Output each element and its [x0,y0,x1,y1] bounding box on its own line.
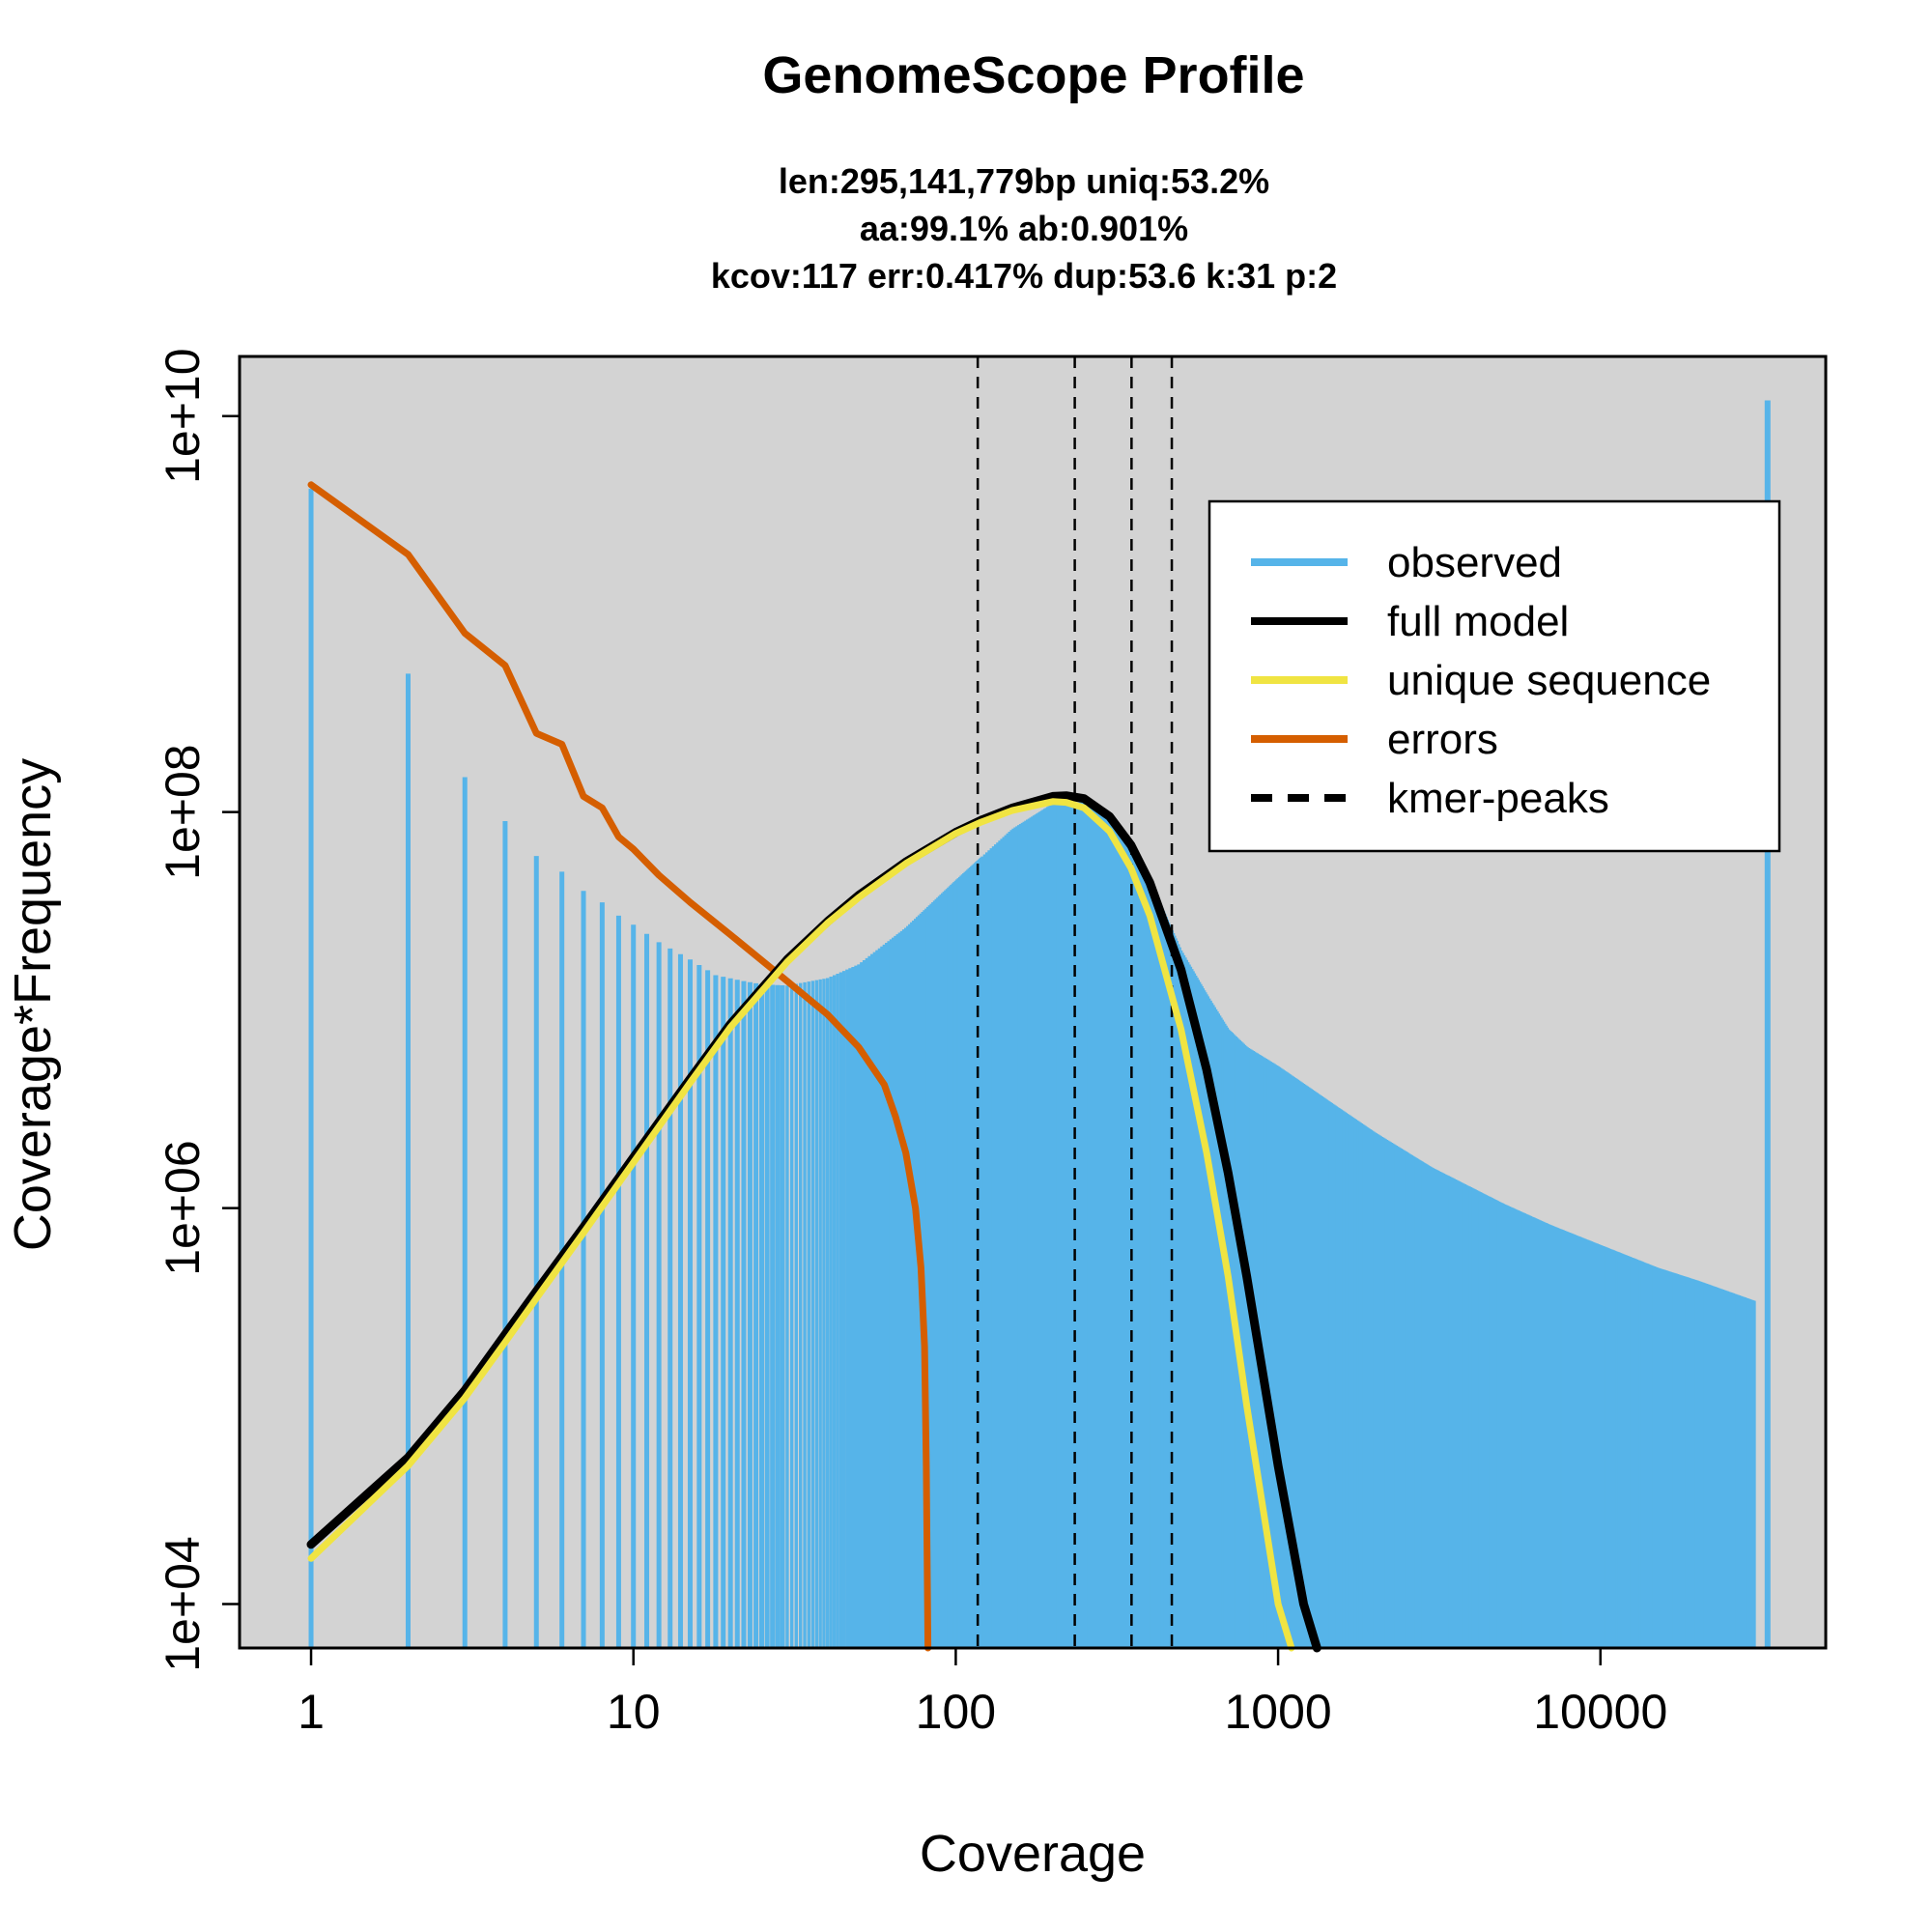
chart-title: GenomeScope Profile [762,46,1304,104]
legend-label: errors [1387,716,1498,763]
legend-label: observed [1387,539,1562,586]
legend-label: unique sequence [1387,657,1711,704]
model-lines-layer [306,481,1321,1653]
x-tick-label: 10 [607,1685,661,1739]
x-axis: 1 10 100 1000 10000 [298,1646,1667,1739]
series-line-errors [307,481,932,1652]
y-axis-label: Coverage*Frequency [4,758,62,1251]
chart-subtitle-line-3: kcov:117 err:0.417% dup:53.6 k:31 p:2 [711,256,1337,296]
y-tick-label: 1e+10 [156,348,210,483]
legend: observed full model unique sequence errors k… [1208,499,1781,853]
y-tick-label: 1e+08 [156,744,210,879]
chart-subtitle-line-1: len:295,141,779bp uniq:53.2% [779,161,1269,201]
x-tick-label: 100 [916,1685,996,1739]
legend-label: full model [1387,598,1569,645]
chart-subtitle-line-2: aa:99.1% ab:0.901% [860,209,1188,248]
kmer-peaks-layer [976,356,1174,1648]
legend-label: kmer-peaks [1387,775,1609,822]
x-tick-label: 1000 [1224,1685,1331,1739]
x-axis-label: Coverage [920,1825,1146,1883]
x-tick-label: 10000 [1533,1685,1667,1739]
y-tick-label: 1e+04 [156,1536,210,1671]
y-axis: 1e+04 1e+06 1e+08 1e+10 [156,348,242,1672]
x-tick-label: 1 [298,1685,325,1739]
observed-series-layer [308,400,1771,1648]
y-tick-label: 1e+06 [156,1140,210,1275]
series-line-unique-sequence [307,798,1295,1652]
